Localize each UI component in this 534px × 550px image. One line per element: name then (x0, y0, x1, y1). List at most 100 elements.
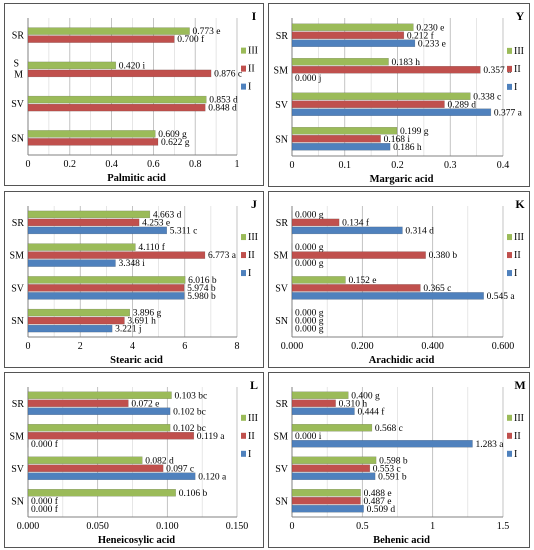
data-label: 1.283 a (475, 440, 504, 450)
data-label: 6.016 b (188, 276, 217, 286)
category-label: SV (275, 283, 289, 294)
data-label: 0.000 g (295, 243, 324, 253)
data-label: 0.102 bc (173, 407, 206, 417)
data-label: 0.848 d (208, 104, 237, 114)
legend-swatch-II (241, 252, 246, 259)
data-label: 0.102 bc (173, 424, 206, 434)
chart-svg: 0 0.1 0.2 0.3 0.4 Margaric acid Y SR 0.230 e0.21… (274, 9, 525, 185)
category-label: SV (275, 100, 289, 111)
data-label: 0.072 e (131, 399, 159, 409)
category-label: SM (10, 251, 25, 262)
bar-series-III (291, 92, 471, 100)
data-label: 0.134 f (342, 217, 370, 228)
bar-series-II (291, 464, 371, 472)
bar-series-III (291, 489, 361, 497)
bar-series-III (27, 95, 207, 104)
bar-series-I (291, 407, 355, 415)
bar-series-I (27, 407, 171, 415)
x-tick-label: 0.6 (147, 159, 160, 170)
x-tick-label: 6 (182, 341, 187, 352)
data-label: 5.974 b (187, 284, 216, 294)
legend-label: II (514, 431, 521, 442)
x-tick-label: 0.050 (86, 521, 109, 532)
legend-label: III (514, 413, 524, 424)
bar-series-III (27, 243, 136, 251)
data-label: 0.000 f (31, 439, 59, 450)
data-label: 3.896 g (133, 309, 162, 319)
x-tick-label: 0 (290, 521, 295, 532)
data-label: 0.000 f (31, 496, 59, 507)
bar-series-III (27, 210, 151, 219)
data-label: 6.773 a (208, 251, 237, 261)
category-label: SN (275, 316, 288, 327)
category-label: SV (11, 464, 25, 475)
legend-swatch-III (507, 47, 512, 54)
data-label: 0.000 f (31, 504, 59, 515)
data-label: 0.553 c (373, 464, 401, 474)
x-tick-label: 0.2 (391, 160, 404, 171)
data-label: 3.221 j (115, 325, 141, 335)
x-axis-title: Palmitic acid (107, 173, 166, 184)
data-label: 0.509 d (367, 505, 396, 515)
panel-letter: L (250, 378, 258, 392)
x-tick-label: 0.1 (339, 160, 352, 171)
data-label: 0.700 f (177, 34, 205, 45)
legend-label: III (248, 413, 258, 424)
panel-letter: J (251, 197, 257, 211)
data-label: 0.199 g (400, 127, 429, 137)
legend-label: II (514, 64, 521, 75)
panel-letter: K (515, 197, 525, 211)
data-label: 3.348 i (118, 259, 145, 269)
legend-swatch-I (241, 450, 246, 457)
bar-series-II (27, 432, 195, 440)
bar-series-III (27, 61, 117, 70)
legend-swatch-III (507, 414, 512, 421)
bar-series-III (27, 308, 131, 317)
data-label: 0.233 e (418, 39, 446, 49)
legend-label: II (248, 64, 255, 75)
data-label: 0.000 i (295, 432, 322, 442)
data-label: 0.487 e (364, 497, 392, 507)
bar-series-III (291, 276, 346, 284)
legend-label: II (514, 250, 521, 261)
bar-series-I (291, 226, 403, 235)
x-axis-title: Arachidic acid (369, 355, 435, 366)
category-label: SR (276, 399, 289, 410)
legend-label: I (514, 82, 517, 93)
panel-letter: M (514, 378, 525, 392)
x-tick-label: 0.100 (156, 521, 179, 532)
data-label: 4.110 f (138, 242, 165, 253)
bar-series-I (291, 108, 492, 116)
data-label: 0.314 d (405, 226, 434, 236)
bar-series-III (291, 391, 349, 399)
category-label: SM (274, 65, 289, 76)
chart-svg: 0.000 0.050 0.100 0.150 Heneicosylic acid L SR… (10, 378, 258, 546)
category-label: SN (11, 496, 24, 507)
data-label: 0.000 g (295, 317, 324, 327)
category-label: SR (276, 31, 289, 42)
data-label: 0.598 b (379, 456, 408, 466)
bar-series-I (291, 292, 484, 300)
bar-series-III (291, 23, 414, 31)
bar-series-II (27, 138, 159, 146)
panel-letter: I (252, 9, 257, 23)
bar-series-III (291, 424, 373, 432)
data-label: 0.773 e (193, 27, 221, 37)
legend-label: I (248, 449, 251, 460)
bar-series-I (27, 472, 196, 480)
legend-label: II (248, 431, 255, 442)
x-tick-label: 1 (235, 159, 240, 170)
data-label: 0.120 a (198, 472, 227, 482)
data-label: 5.311 c (170, 226, 198, 236)
bar-series-II (291, 135, 381, 143)
bar-series-I (291, 472, 376, 480)
legend-label: I (514, 268, 517, 279)
data-label: 0.289 d (447, 100, 476, 110)
x-tick-label: 0.2 (64, 159, 77, 170)
x-axis-title: Heneicosylic acid (98, 535, 175, 546)
legend-label: III (514, 46, 524, 57)
data-label: 0.377 a (494, 108, 523, 118)
